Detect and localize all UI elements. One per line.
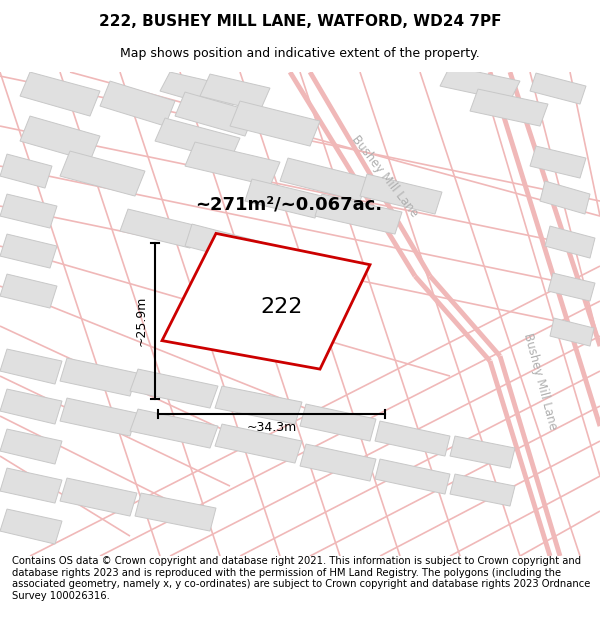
Text: Bushey Mill Lane: Bushey Mill Lane	[521, 331, 559, 431]
Polygon shape	[550, 318, 594, 346]
Text: Contains OS data © Crown copyright and database right 2021. This information is : Contains OS data © Crown copyright and d…	[12, 556, 590, 601]
Polygon shape	[375, 459, 450, 494]
Text: Map shows position and indicative extent of the property.: Map shows position and indicative extent…	[120, 48, 480, 61]
Polygon shape	[0, 468, 62, 503]
Polygon shape	[0, 154, 52, 188]
Polygon shape	[0, 389, 62, 424]
Polygon shape	[185, 224, 262, 264]
Polygon shape	[450, 436, 515, 468]
Polygon shape	[215, 424, 302, 463]
Polygon shape	[545, 226, 595, 258]
Polygon shape	[155, 118, 240, 161]
Polygon shape	[0, 429, 62, 464]
Polygon shape	[540, 181, 590, 214]
Polygon shape	[360, 174, 442, 214]
Polygon shape	[0, 234, 57, 268]
Polygon shape	[130, 409, 218, 448]
Text: ~25.9m: ~25.9m	[134, 296, 148, 346]
Polygon shape	[175, 92, 255, 136]
Polygon shape	[60, 151, 145, 196]
Text: Bushey Mill Lane: Bushey Mill Lane	[349, 132, 421, 219]
Polygon shape	[230, 101, 320, 146]
Polygon shape	[60, 398, 137, 436]
Text: 222, BUSHEY MILL LANE, WATFORD, WD24 7PF: 222, BUSHEY MILL LANE, WATFORD, WD24 7PF	[99, 14, 501, 29]
Text: 222: 222	[261, 297, 303, 317]
Polygon shape	[20, 116, 100, 161]
Polygon shape	[20, 72, 100, 116]
Polygon shape	[0, 194, 57, 228]
Polygon shape	[215, 386, 302, 424]
Polygon shape	[315, 194, 402, 234]
Polygon shape	[470, 89, 548, 126]
Polygon shape	[120, 209, 198, 248]
Polygon shape	[530, 73, 586, 104]
Text: ~34.3m: ~34.3m	[247, 421, 296, 434]
Polygon shape	[185, 142, 280, 186]
Polygon shape	[60, 478, 137, 516]
Polygon shape	[245, 179, 322, 218]
Polygon shape	[530, 146, 586, 178]
Polygon shape	[375, 421, 450, 456]
Polygon shape	[548, 273, 595, 301]
Polygon shape	[0, 349, 62, 384]
Polygon shape	[135, 493, 216, 531]
Polygon shape	[450, 474, 515, 506]
Polygon shape	[100, 81, 175, 126]
Text: ~271m²/~0.067ac.: ~271m²/~0.067ac.	[195, 196, 382, 214]
Polygon shape	[0, 274, 57, 308]
Polygon shape	[60, 358, 137, 396]
Polygon shape	[280, 158, 368, 201]
Polygon shape	[300, 404, 376, 441]
Polygon shape	[162, 233, 370, 369]
Polygon shape	[130, 369, 218, 408]
Polygon shape	[0, 509, 62, 544]
Polygon shape	[300, 444, 376, 481]
Polygon shape	[440, 66, 520, 101]
Polygon shape	[160, 72, 240, 111]
Polygon shape	[200, 74, 270, 111]
